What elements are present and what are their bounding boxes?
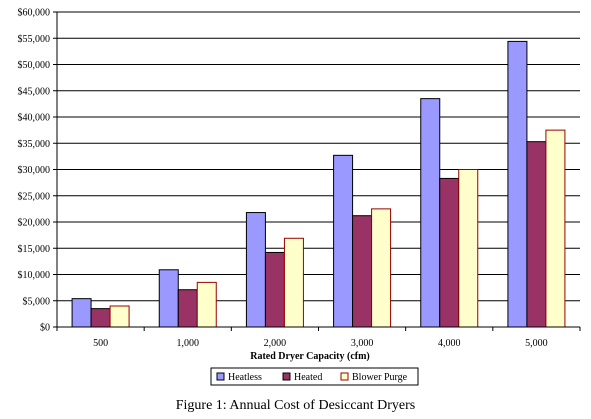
legend-label: Heated xyxy=(294,372,322,383)
y-tick-label: $35,000 xyxy=(18,139,51,150)
y-tick-label: $30,000 xyxy=(18,165,51,176)
y-tick-label: $40,000 xyxy=(18,113,51,124)
bar-heatless xyxy=(507,40,528,328)
legend-swatch xyxy=(282,372,291,381)
bar-heated xyxy=(439,177,460,328)
bar-heated xyxy=(352,215,373,328)
y-tick-label: $60,000 xyxy=(18,8,51,19)
x-axis-title: Rated Dryer Capacity (cfm) xyxy=(250,351,370,362)
bar-blower-purge xyxy=(371,208,392,328)
bar-heated xyxy=(90,308,111,328)
y-tick-label: $45,000 xyxy=(18,86,51,97)
y-tick-label: $50,000 xyxy=(18,60,51,71)
legend: Heatless Heated Blower Purge xyxy=(210,367,419,386)
x-tick-label: 3,000 xyxy=(351,338,374,349)
bar-heatless xyxy=(333,154,354,328)
y-tick-label: $0 xyxy=(40,323,50,334)
bar-blower-purge xyxy=(458,169,479,328)
figure-caption: Figure 1: Annual Cost of Desiccant Dryer… xyxy=(175,398,416,413)
bar-heated xyxy=(526,141,547,328)
y-tick-label: $10,000 xyxy=(18,270,51,281)
x-tick-label: 500 xyxy=(93,338,108,349)
bar-heatless xyxy=(420,98,441,328)
legend-label: Heatless xyxy=(228,372,262,383)
y-tick-label: $15,000 xyxy=(18,244,51,255)
y-tick-label: $5,000 xyxy=(23,296,51,307)
bar-heated xyxy=(264,251,285,328)
bars xyxy=(71,40,566,328)
bar-blower-purge xyxy=(545,129,566,328)
bar-blower-purge xyxy=(196,281,217,328)
x-tick-label: 5,000 xyxy=(525,338,548,349)
bar-blower-purge xyxy=(109,305,130,328)
gridlines xyxy=(53,11,580,328)
bar-heatless xyxy=(71,298,92,328)
x-axis-tick-labels: 500 1,000 2,000 3,000 4,000 5,000 xyxy=(56,327,581,349)
x-tick-label: 2,000 xyxy=(264,338,287,349)
x-tick-label: 1,000 xyxy=(177,338,200,349)
bar-heatless xyxy=(158,269,179,328)
y-tick-label: $25,000 xyxy=(18,191,51,202)
bar-heated xyxy=(177,289,198,328)
legend-box xyxy=(210,367,419,386)
y-tick-label: $20,000 xyxy=(18,218,51,229)
legend-label: Blower Purge xyxy=(352,372,408,383)
y-axis-tick-labels: $0 $5,000 $10,000 $15,000 $20,000 $25,000 $30,… xyxy=(18,8,51,334)
bar-heatless xyxy=(245,212,266,328)
x-tick-label: 4,000 xyxy=(438,338,461,349)
y-tick-label: $55,000 xyxy=(18,34,51,45)
bar-chart: $0 $5,000 $10,000 $15,000 $20,000 $25,000 $30,… xyxy=(18,8,581,386)
legend-swatch xyxy=(216,372,225,381)
legend-swatch xyxy=(340,372,349,381)
bar-blower-purge xyxy=(283,237,304,328)
